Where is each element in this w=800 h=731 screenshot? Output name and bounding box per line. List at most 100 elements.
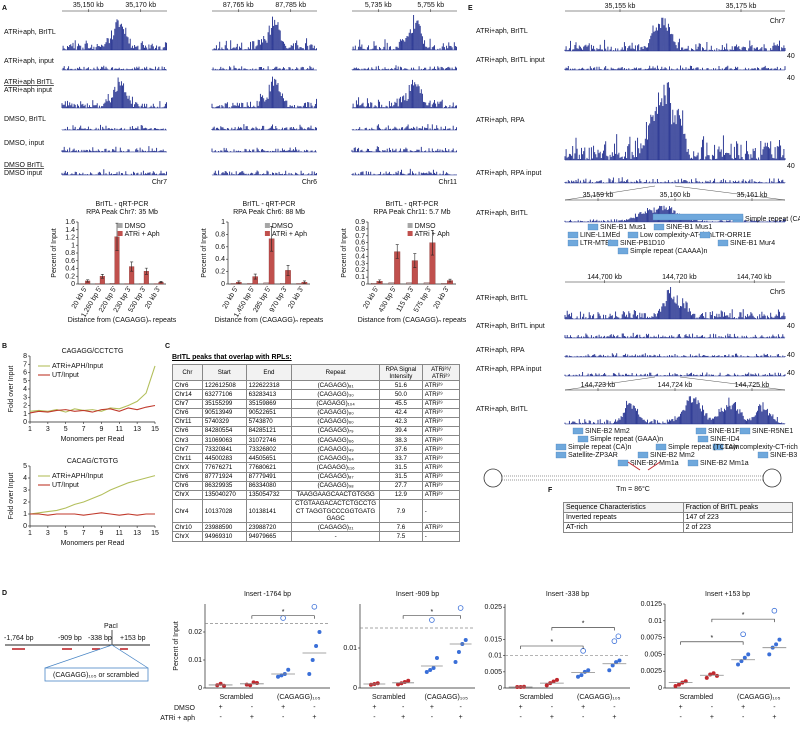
x-tick-label: 7 [82, 426, 86, 433]
scale-label: 40 [787, 163, 795, 170]
repeat-annotation: Simple repeat (CAAAA)n [630, 248, 708, 255]
legend-label: ATRi + Aph [415, 231, 450, 238]
outlier-point [740, 631, 746, 638]
table-cell: Chr7 [172, 398, 203, 409]
y-tick-label: 2 [23, 499, 27, 506]
group-label: (CAGAGG)₁₀₅ [425, 694, 469, 701]
significance: * [582, 621, 585, 628]
track-signal [61, 169, 167, 175]
table-cell: 10138141 [245, 498, 293, 524]
y-tick-label: 1 [23, 411, 27, 418]
repeat-box [699, 231, 711, 239]
data-point [586, 668, 591, 673]
data-point [544, 683, 549, 688]
y-tick-label: 3 [23, 394, 27, 401]
x-tick-label: 15 [151, 426, 159, 433]
y-tick-label: 0.1 [355, 274, 365, 281]
table-row: Chr6 90513949 90522651 (CAGAGG)₈₀ 42.4 ATRi²⁹ [172, 407, 461, 418]
data-point [610, 663, 615, 668]
x-tick-label: 20 kb 3' [287, 286, 305, 311]
table-row: AT-rich 2 of 223 [563, 522, 794, 534]
y-tick-label: 1.6 [65, 219, 75, 226]
table-cell: Chr6 [172, 480, 203, 491]
track-signal [351, 146, 457, 152]
repeat-box [687, 459, 699, 467]
repeat-box [697, 435, 709, 443]
repeat-annotation: LINE-L1MEd [580, 232, 620, 239]
table-row: Chr11 44500283 44505651 (CAGAGG)₆₄ 33.7 ATRi²… [172, 453, 461, 464]
data-point [310, 658, 315, 662]
track-label: ATRi+aph, RPA input [476, 170, 541, 177]
track-signal [564, 332, 786, 338]
treatment-sign: + [519, 704, 523, 711]
treatment-sign: - [219, 714, 222, 721]
table-cell: ChrX [172, 489, 203, 500]
repeat-annotation: SINE-B2 Mm2 [585, 428, 630, 435]
table-cell: ATRi²⁹ [421, 453, 461, 464]
y-tick-label: 0.7 [355, 233, 365, 240]
significance-bracket [711, 618, 775, 623]
bar [230, 283, 237, 285]
repeat-box [587, 223, 599, 231]
table-cell: 2 of 223 [682, 522, 794, 534]
y-tick-label: 8 [23, 353, 27, 360]
repeat-annotation: SINE-ID4 [710, 436, 740, 443]
table-cell: ATRi²⁹ [421, 407, 461, 418]
error-bar [413, 253, 417, 268]
table-cell: Chr4 [172, 498, 203, 524]
data-point [704, 675, 709, 680]
table-row: Sequence Characteristics Fraction of BrIT… [563, 501, 794, 514]
data-point [279, 673, 284, 678]
table-cell: Chr11 [172, 453, 203, 464]
table-cell: (CAGAGG)₇₉ [291, 425, 380, 437]
table-cell: (CAGAGG)₁₁₆ [291, 462, 380, 473]
legend-swatch [117, 231, 123, 236]
track-signal [351, 15, 457, 50]
data-point [396, 682, 401, 687]
x-tick-label: 11 [116, 530, 123, 537]
chart-subtitle: RPA Peak Chr11: 5.7 Mb [373, 209, 450, 216]
legend-swatch [407, 231, 413, 236]
y-tick-label: 3 [23, 487, 27, 494]
treatment-sign: - [431, 714, 434, 721]
table-cell: 35155299 [201, 398, 247, 409]
outlier-point [611, 638, 618, 644]
table-cell: AT-rich [563, 522, 684, 534]
coordinate: 35,175 kb [726, 3, 757, 10]
table-cell: Chr6 [172, 407, 203, 418]
table-cell: Chr3 [172, 435, 203, 446]
table-cell: (CAGAGG)₂₁ [291, 522, 380, 533]
melting-temp: Tm = 86°C [616, 485, 650, 493]
table-cell: 33.7 [378, 453, 423, 464]
table-cell: ATRi²⁹ [421, 480, 461, 491]
outlier-point [771, 607, 778, 614]
y-tick-label: 0.0075 [641, 635, 663, 642]
y-axis-label: Percent of Input [51, 228, 58, 277]
y-tick-label: 0.01 [188, 657, 202, 664]
track-signal [61, 146, 167, 152]
y-tick-label: 0 [353, 685, 357, 692]
table-cell: 31.5 [378, 471, 423, 482]
data-point [774, 642, 779, 647]
x-tick-label: 5 [64, 530, 68, 537]
y-tick-label: 0.9 [355, 219, 365, 226]
data-point [551, 679, 556, 684]
coordinate: 35,170 kb [125, 2, 156, 9]
track-signal [62, 19, 167, 50]
treatment-sign: + [430, 704, 434, 711]
treatment-sign: + [679, 704, 683, 711]
chart-title: CACAG/CTGTG [67, 458, 118, 465]
treatment-sign: - [613, 704, 616, 711]
repeat-annotation: Simple repeat (TCTA)n [668, 444, 740, 451]
treatment-sign: - [551, 704, 554, 711]
scale-label: 40 [787, 352, 795, 359]
y-tick-label: 0.0125 [641, 601, 663, 608]
table-row: Chr6 87771924 87779491 (CAGAGG)₈₇ 31.5 ATRi²⁹ [172, 471, 461, 482]
y-tick-label: 0.005 [484, 669, 502, 676]
table-cell: 135040270 [201, 489, 247, 500]
y-tick-label: 0 [23, 523, 27, 530]
table-cell: ChrX [172, 462, 203, 473]
x-tick-label: 15 [151, 530, 159, 537]
repeat-box [555, 451, 567, 459]
treatment-sign: + [772, 714, 776, 721]
